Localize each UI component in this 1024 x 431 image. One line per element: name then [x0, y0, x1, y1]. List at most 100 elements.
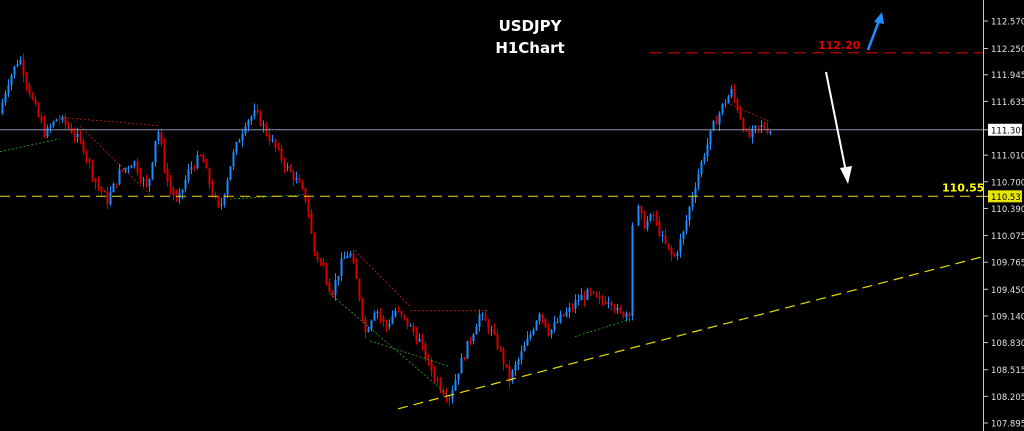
candle-body	[139, 172, 142, 181]
candle-body	[259, 111, 262, 126]
candle-body	[331, 292, 334, 295]
candle-body	[415, 332, 418, 342]
candle-body	[88, 158, 91, 163]
candle-body	[238, 141, 241, 143]
candle-body	[664, 234, 667, 244]
candle-body	[94, 178, 97, 183]
candle-body	[676, 252, 679, 256]
candle-body	[406, 317, 409, 326]
candle-body	[463, 357, 466, 359]
candle-body	[517, 359, 520, 365]
candle-body	[589, 289, 592, 292]
candle-body	[115, 183, 118, 185]
candle-body	[760, 125, 763, 127]
candle-body	[199, 155, 202, 157]
candle-body	[286, 166, 289, 168]
candle-body	[508, 365, 511, 382]
candle-body	[247, 120, 250, 127]
candle-body	[544, 318, 547, 328]
candle-body	[85, 152, 88, 159]
candle-body	[379, 311, 382, 318]
candle-body	[205, 162, 208, 169]
candle-body	[118, 169, 121, 185]
candle-body	[208, 168, 211, 185]
candle-body	[535, 321, 538, 330]
candle-body	[739, 110, 742, 119]
candle-body	[718, 113, 721, 125]
candle-body	[577, 300, 580, 302]
candle-body	[274, 139, 277, 148]
candle-body	[574, 300, 577, 309]
candle-body	[64, 117, 67, 125]
candle-body	[160, 132, 163, 145]
candle-body	[268, 134, 271, 141]
candle-body	[277, 147, 280, 149]
candle-body	[709, 130, 712, 145]
pattern-line	[59, 116, 161, 127]
candle-body	[436, 379, 439, 381]
candle-body	[235, 142, 238, 153]
candle-body	[532, 329, 535, 335]
candle-body	[250, 116, 253, 121]
candle-body	[109, 192, 112, 205]
candle-body	[715, 121, 718, 125]
candle-body	[727, 96, 730, 104]
candle-body	[565, 311, 568, 317]
y-tick-label: 108.830	[991, 339, 1024, 349]
y-tick-label: 112.250	[991, 45, 1024, 55]
candle-body	[364, 319, 367, 332]
candle-body	[304, 188, 307, 202]
candle-body	[313, 233, 316, 253]
candle-body	[652, 214, 655, 217]
candle-body	[619, 307, 622, 312]
rising-trendline[interactable]	[397, 256, 984, 410]
candle-body	[373, 313, 376, 321]
y-tick-label: 111.305	[991, 126, 1024, 136]
candle-body	[481, 314, 484, 316]
candle-body	[70, 127, 73, 133]
candle-body	[292, 171, 295, 181]
candle-body	[358, 278, 361, 300]
candle-body	[706, 144, 709, 157]
chart-subtitle: H1Chart	[495, 39, 564, 57]
candle-body	[559, 314, 562, 322]
candle-body	[19, 59, 22, 65]
candle-layer	[0, 53, 772, 406]
price-axis[interactable]: 112.570 112.250 111.945 111.635 111.305 111.0…	[983, 18, 1024, 430]
candle-body	[640, 205, 643, 214]
candle-body	[499, 348, 502, 350]
candle-body	[91, 162, 94, 179]
candle-body	[340, 258, 343, 276]
y-tick-label: 109.765	[991, 259, 1024, 269]
candle-body	[670, 247, 673, 255]
candle-body	[433, 371, 436, 380]
candle-body	[754, 125, 757, 129]
candle-body	[355, 263, 358, 279]
candle-body	[541, 314, 544, 319]
candle-body	[370, 320, 373, 329]
candle-body	[31, 94, 34, 100]
candle-body	[352, 253, 355, 264]
candle-body	[172, 188, 175, 196]
y-tick-label: 108.205	[991, 393, 1024, 403]
candle-body	[226, 180, 229, 195]
candle-body	[694, 187, 697, 197]
candle-body	[52, 121, 55, 127]
candle-body	[310, 212, 313, 234]
candle-body	[550, 329, 553, 335]
candle-body	[61, 117, 64, 121]
candle-body	[184, 179, 187, 190]
candle-body	[67, 124, 70, 128]
candle-body	[487, 321, 490, 331]
candle-body	[409, 325, 412, 327]
candle-body	[700, 161, 703, 175]
candle-body	[157, 132, 160, 141]
candle-body	[766, 128, 769, 133]
candle-body	[376, 311, 379, 314]
candle-body	[562, 314, 565, 317]
candle-body	[691, 196, 694, 207]
candle-body	[217, 196, 220, 206]
candle-body	[256, 109, 259, 112]
candle-body	[229, 166, 232, 181]
